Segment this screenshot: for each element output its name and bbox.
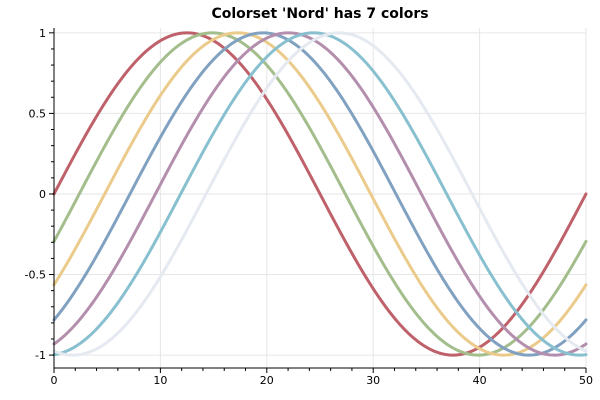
y-tick-label: 0.5 [29,107,47,120]
x-tick-label: 0 [51,374,58,387]
x-tick-label: 30 [366,374,380,387]
y-tick-label: -0.5 [25,269,46,282]
y-tick-label: 0 [39,188,46,201]
y-tick-label: 1 [39,27,46,40]
x-tick-label: 10 [153,374,167,387]
x-tick-label: 50 [579,374,593,387]
y-tick-label: -1 [35,349,46,362]
x-tick-label: 20 [260,374,274,387]
x-tick-label: 40 [473,374,487,387]
chart-title: Colorset 'Nord' has 7 colors [211,6,428,22]
